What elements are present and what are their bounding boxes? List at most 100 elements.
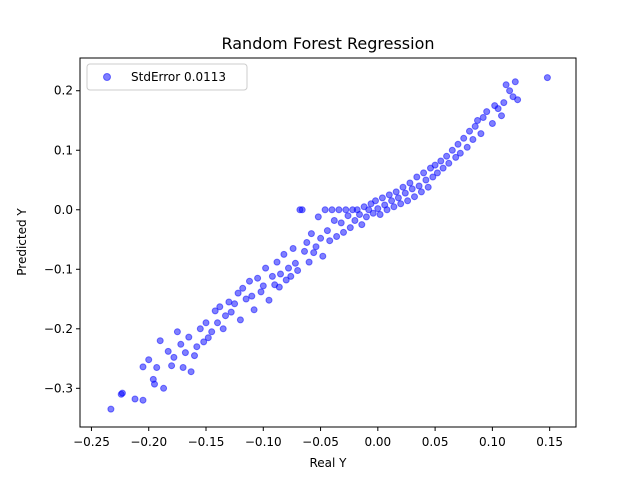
scatter-point (193, 343, 201, 351)
x-axis-ticks: −0.25 −0.20 −0.15 −0.10 −0.05 0.00 0.05 0.10 0.1… (73, 427, 563, 449)
scatter-point (265, 296, 273, 304)
scatter-point (394, 194, 402, 202)
scatter-point (437, 157, 445, 165)
scatter-point (160, 384, 168, 392)
x-tick-label: 0.00 (364, 435, 391, 449)
scatter-point (254, 274, 262, 282)
scatter-point (388, 197, 396, 205)
y-tick-label: 0.0 (54, 203, 73, 217)
scatter-point (337, 219, 345, 227)
plot-frame (79, 57, 577, 428)
scatter-point (346, 224, 354, 232)
scatter-point (248, 292, 256, 300)
scatter-point (404, 197, 412, 205)
y-tick-label: 0.2 (54, 84, 73, 98)
scatter-point (153, 364, 161, 371)
scatter-point (477, 130, 485, 138)
scatter-points (107, 74, 551, 413)
scatter-point (242, 295, 250, 303)
scatter-point (456, 149, 464, 157)
x-tick-label: −0.25 (73, 435, 110, 449)
scatter-point (330, 217, 338, 224)
scatter-point (282, 276, 290, 284)
scatter-point (474, 117, 481, 124)
scatter-point (262, 264, 270, 272)
x-tick-label: 0.10 (479, 435, 506, 449)
scatter-point (328, 206, 336, 214)
legend: StdError 0.0113 (86, 63, 248, 91)
scatter-point (280, 250, 288, 258)
scatter-point (314, 213, 322, 221)
x-tick-label: −0.20 (130, 435, 167, 449)
x-axis-label: Real Y (309, 456, 347, 470)
legend-box (86, 63, 248, 91)
scatter-point (514, 96, 522, 104)
scatter-point (139, 363, 147, 371)
scatter-point (273, 258, 281, 266)
scatter-point (170, 353, 178, 361)
scatter-point (168, 362, 176, 370)
x-tick-label: −0.05 (302, 435, 339, 449)
scatter-point (488, 120, 496, 127)
y-axis-ticks: −0.3 −0.2 −0.1 0.0 0.1 0.2 (44, 84, 80, 395)
scatter-point (107, 405, 115, 413)
scatter-point (305, 258, 313, 266)
scatter-point (268, 272, 276, 280)
scatter-point (479, 114, 487, 121)
scatter-point (397, 200, 405, 208)
scatter-point (471, 122, 479, 130)
scatter-point (417, 188, 425, 196)
scatter-point (378, 194, 386, 202)
scatter-point (307, 230, 315, 238)
scatter-point (185, 333, 193, 341)
scatter-point (131, 395, 139, 403)
scatter-point (383, 206, 391, 214)
x-tick-label: −0.15 (188, 435, 225, 449)
scatter-point (257, 288, 265, 296)
scatter-point (372, 197, 379, 205)
scatter-point (214, 319, 221, 327)
scatter-point (301, 247, 308, 255)
scatter-point (439, 164, 447, 172)
scatter-point (500, 99, 508, 107)
scatter-point (208, 328, 216, 336)
scatter-point (164, 347, 172, 355)
scatter-point (498, 112, 505, 120)
scatter-point (392, 188, 400, 196)
scatter-point (369, 209, 377, 217)
scatter-point (298, 206, 306, 214)
y-tick-label: −0.1 (44, 262, 73, 276)
x-tick-label: −0.10 (245, 435, 282, 449)
scatter-point (342, 206, 350, 214)
scatter-point (250, 306, 258, 314)
scatter-point (433, 169, 441, 177)
scatter-point (294, 267, 302, 274)
scatter-point (445, 159, 453, 167)
scatter-point (469, 136, 477, 143)
scatter-point (277, 270, 284, 278)
scatter-point (335, 206, 343, 214)
scatter-point (506, 87, 514, 95)
scatter-point (191, 352, 198, 360)
scatter-point (196, 325, 204, 333)
scatter-point (408, 185, 416, 193)
scatter-point (319, 252, 327, 260)
x-tick-label: 0.05 (422, 435, 449, 449)
scatter-point (362, 213, 370, 221)
y-axis-label: Predicted Y (15, 208, 29, 276)
scatter-point (312, 243, 320, 251)
scatter-point (219, 325, 227, 333)
scatter-point (424, 183, 432, 191)
scatter-point (358, 221, 366, 229)
scatter-point (420, 169, 428, 177)
scatter-point (303, 239, 311, 246)
scatter-point (502, 81, 510, 89)
scatter-point (156, 337, 164, 345)
scatter-point (177, 340, 185, 348)
scatter-point (285, 264, 292, 272)
chart-title: Random Forest Regression (221, 34, 434, 53)
scatter-point (351, 217, 359, 224)
y-tick-label: −0.2 (44, 322, 73, 336)
scatter-point (275, 283, 283, 291)
y-tick-label: −0.3 (44, 381, 73, 395)
